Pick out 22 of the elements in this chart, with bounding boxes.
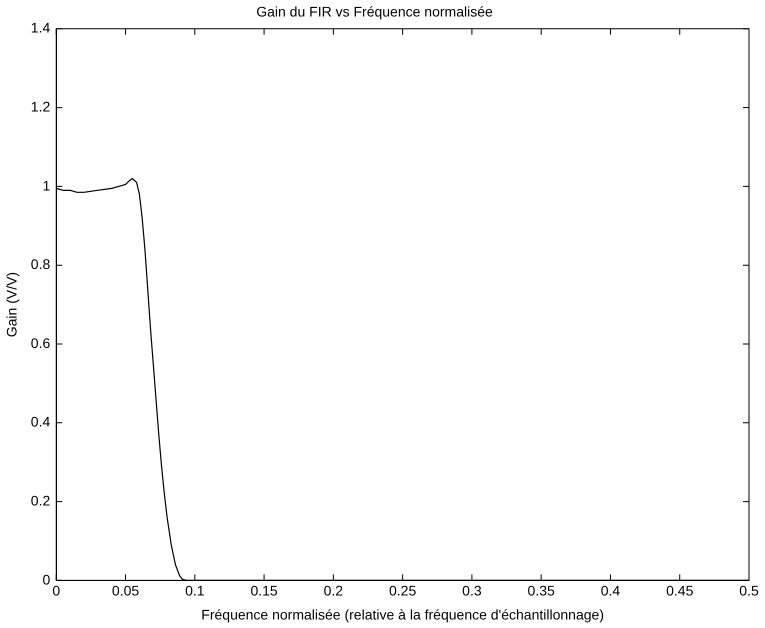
y-tick-label: 0.6 [30, 334, 50, 351]
x-tick-label: 0.45 [666, 582, 694, 599]
x-axis-title: Fréquence normalisée (relative à la fréquence d'échantillonnage) [201, 606, 604, 622]
x-tick-label: 0.25 [389, 582, 416, 599]
x-tick-label: 0.3 [462, 582, 482, 599]
y-axis-title: Gain (V/V) [3, 272, 20, 338]
y-tick-label: 0.2 [30, 492, 50, 508]
x-tick-label: 0.35 [528, 582, 556, 599]
y-tick-label: 1.2 [30, 98, 50, 114]
x-tick-label: 0.2 [324, 582, 344, 599]
x-tick-label: 0.05 [112, 582, 140, 599]
y-tick-label: 1 [42, 177, 50, 194]
x-tick-label: 0.15 [250, 582, 278, 599]
x-tick-label: 0.5 [739, 582, 759, 599]
y-tick-label: 0.8 [30, 256, 50, 272]
y-tick-label: 0 [42, 571, 50, 588]
x-tick-label: 0 [52, 582, 60, 599]
y-tick-label: 0.4 [30, 414, 50, 430]
x-tick-label: 0.1 [185, 582, 205, 599]
y-tick-label: 1.4 [30, 20, 50, 36]
x-tick-label: 0.4 [600, 582, 620, 599]
chart-title: Gain du FIR vs Fréquence normalisée [256, 3, 493, 20]
